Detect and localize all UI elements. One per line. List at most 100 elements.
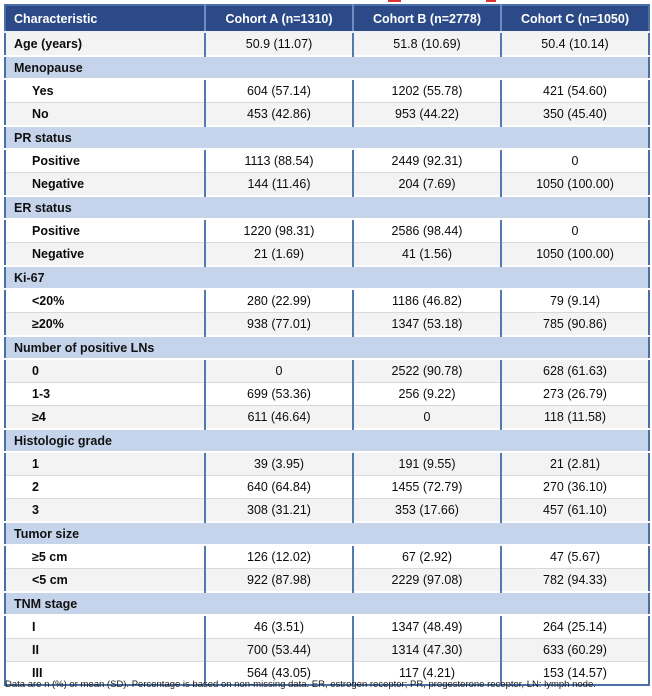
cell-value: 41 (1.56): [353, 242, 502, 267]
row-label: ≥4: [5, 405, 206, 430]
cell-value: 1050 (100.00): [501, 172, 649, 197]
cell-value: 1347 (48.49): [353, 615, 502, 639]
cell-value: 50.4 (10.14): [501, 32, 649, 57]
table-row: 1-3 699 (53.36) 256 (9.22) 273 (26.79): [5, 382, 649, 406]
cell-value: 1220 (98.31): [205, 219, 354, 243]
cell-value: 153 (14.57): [501, 661, 649, 686]
cell-value: 604 (57.14): [205, 79, 354, 103]
table-footnote: Data are n (%) or mean (SD). Percentage …: [5, 679, 596, 690]
section-row: Histologic grade: [5, 428, 649, 453]
column-header-cohort-a: Cohort A (n=1310): [205, 5, 354, 33]
cropped-text-remnant: [486, 0, 496, 2]
header-row: Characteristic Cohort A (n=1310) Cohort …: [5, 5, 649, 33]
row-label: Age (years): [5, 32, 206, 57]
cell-value: 118 (11.58): [501, 405, 649, 430]
cell-value: 2449 (92.31): [353, 149, 502, 173]
table-row: <5 cm 922 (87.98) 2229 (97.08) 782 (94.33): [5, 568, 649, 593]
cell-value: 353 (17.66): [353, 498, 502, 523]
row-label: 1: [5, 452, 206, 476]
table-row: Yes 604 (57.14) 1202 (55.78) 421 (54.60): [5, 79, 649, 103]
cell-value: 204 (7.69): [353, 172, 502, 197]
cell-value: 0: [501, 219, 649, 243]
cell-value: 2586 (98.44): [353, 219, 502, 243]
cell-value: 51.8 (10.69): [353, 32, 502, 57]
section-row: Tumor size: [5, 521, 649, 546]
table-row: No 453 (42.86) 953 (44.22) 350 (45.40): [5, 102, 649, 127]
cell-value: 782 (94.33): [501, 568, 649, 593]
row-label: ≥5 cm: [5, 545, 206, 569]
cell-value: 0: [501, 149, 649, 173]
table-row: 1 39 (3.95) 191 (9.55) 21 (2.81): [5, 452, 649, 476]
row-label: Yes: [5, 79, 206, 103]
section-label: TNM stage: [5, 591, 649, 616]
cell-value: 699 (53.36): [205, 382, 354, 406]
section-label: Ki-67: [5, 265, 649, 290]
section-label: ER status: [5, 195, 649, 220]
cell-value: 2522 (90.78): [353, 359, 502, 383]
cell-value: 611 (46.64): [205, 405, 354, 430]
cell-value: 700 (53.44): [205, 638, 354, 662]
cell-value: 938 (77.01): [205, 312, 354, 337]
cell-value: 457 (61.10): [501, 498, 649, 523]
row-label: Positive: [5, 149, 206, 173]
table-row: Positive 1113 (88.54) 2449 (92.31) 0: [5, 149, 649, 173]
cell-value: 67 (2.92): [353, 545, 502, 569]
table-row: II 700 (53.44) 1314 (47.30) 633 (60.29): [5, 638, 649, 662]
section-label: Number of positive LNs: [5, 335, 649, 360]
row-label: <20%: [5, 289, 206, 313]
cell-value: 117 (4.21): [353, 661, 502, 686]
cell-value: 270 (36.10): [501, 475, 649, 499]
section-row: ER status: [5, 195, 649, 220]
cell-value: 21 (2.81): [501, 452, 649, 476]
row-label: Positive: [5, 219, 206, 243]
row-label: 0: [5, 359, 206, 383]
cell-value: 47 (5.67): [501, 545, 649, 569]
cell-value: 350 (45.40): [501, 102, 649, 127]
cell-value: 264 (25.14): [501, 615, 649, 639]
section-row: Menopause: [5, 55, 649, 80]
table-row: 2 640 (64.84) 1455 (72.79) 270 (36.10): [5, 475, 649, 499]
row-label: I: [5, 615, 206, 639]
row-label: III: [5, 661, 206, 686]
cropped-text-remnant: [388, 0, 401, 2]
section-row: PR status: [5, 125, 649, 150]
cell-value: 1113 (88.54): [205, 149, 354, 173]
table-row: <20% 280 (22.99) 1186 (46.82) 79 (9.14): [5, 289, 649, 313]
column-header-cohort-c: Cohort C (n=1050): [501, 5, 649, 33]
cell-value: 1050 (100.00): [501, 242, 649, 267]
column-header-cohort-b: Cohort B (n=2778): [353, 5, 502, 33]
section-row: TNM stage: [5, 591, 649, 616]
cell-value: 256 (9.22): [353, 382, 502, 406]
table-row: ≥20% 938 (77.01) 1347 (53.18) 785 (90.86): [5, 312, 649, 337]
section-label: PR status: [5, 125, 649, 150]
table-row: III 564 (43.05) 117 (4.21) 153 (14.57): [5, 661, 649, 686]
cell-value: 21 (1.69): [205, 242, 354, 267]
cell-value: 564 (43.05): [205, 661, 354, 686]
row-label: 2: [5, 475, 206, 499]
cell-value: 46 (3.51): [205, 615, 354, 639]
table-row: Negative 144 (11.46) 204 (7.69) 1050 (100.0…: [5, 172, 649, 197]
section-label: Menopause: [5, 55, 649, 80]
cell-value: 308 (31.21): [205, 498, 354, 523]
cell-value: 421 (54.60): [501, 79, 649, 103]
cell-value: 79 (9.14): [501, 289, 649, 313]
cell-value: 1347 (53.18): [353, 312, 502, 337]
section-label: Histologic grade: [5, 428, 649, 453]
cell-value: 273 (26.79): [501, 382, 649, 406]
cell-value: 785 (90.86): [501, 312, 649, 337]
cell-value: 2229 (97.08): [353, 568, 502, 593]
cell-value: 628 (61.63): [501, 359, 649, 383]
cell-value: 0: [353, 405, 502, 430]
table-row: ≥5 cm 126 (12.02) 67 (2.92) 47 (5.67): [5, 545, 649, 569]
cell-value: 453 (42.86): [205, 102, 354, 127]
row-label: No: [5, 102, 206, 127]
table-row: Age (years) 50.9 (11.07) 51.8 (10.69) 50.4 …: [5, 32, 649, 57]
cell-value: 633 (60.29): [501, 638, 649, 662]
cell-value: 126 (12.02): [205, 545, 354, 569]
table-row: 3 308 (31.21) 353 (17.66) 457 (61.10): [5, 498, 649, 523]
section-row: Number of positive LNs: [5, 335, 649, 360]
section-row: Ki-67: [5, 265, 649, 290]
table-row: ≥4 611 (46.64) 0 118 (11.58): [5, 405, 649, 430]
cell-value: 922 (87.98): [205, 568, 354, 593]
cell-value: 191 (9.55): [353, 452, 502, 476]
